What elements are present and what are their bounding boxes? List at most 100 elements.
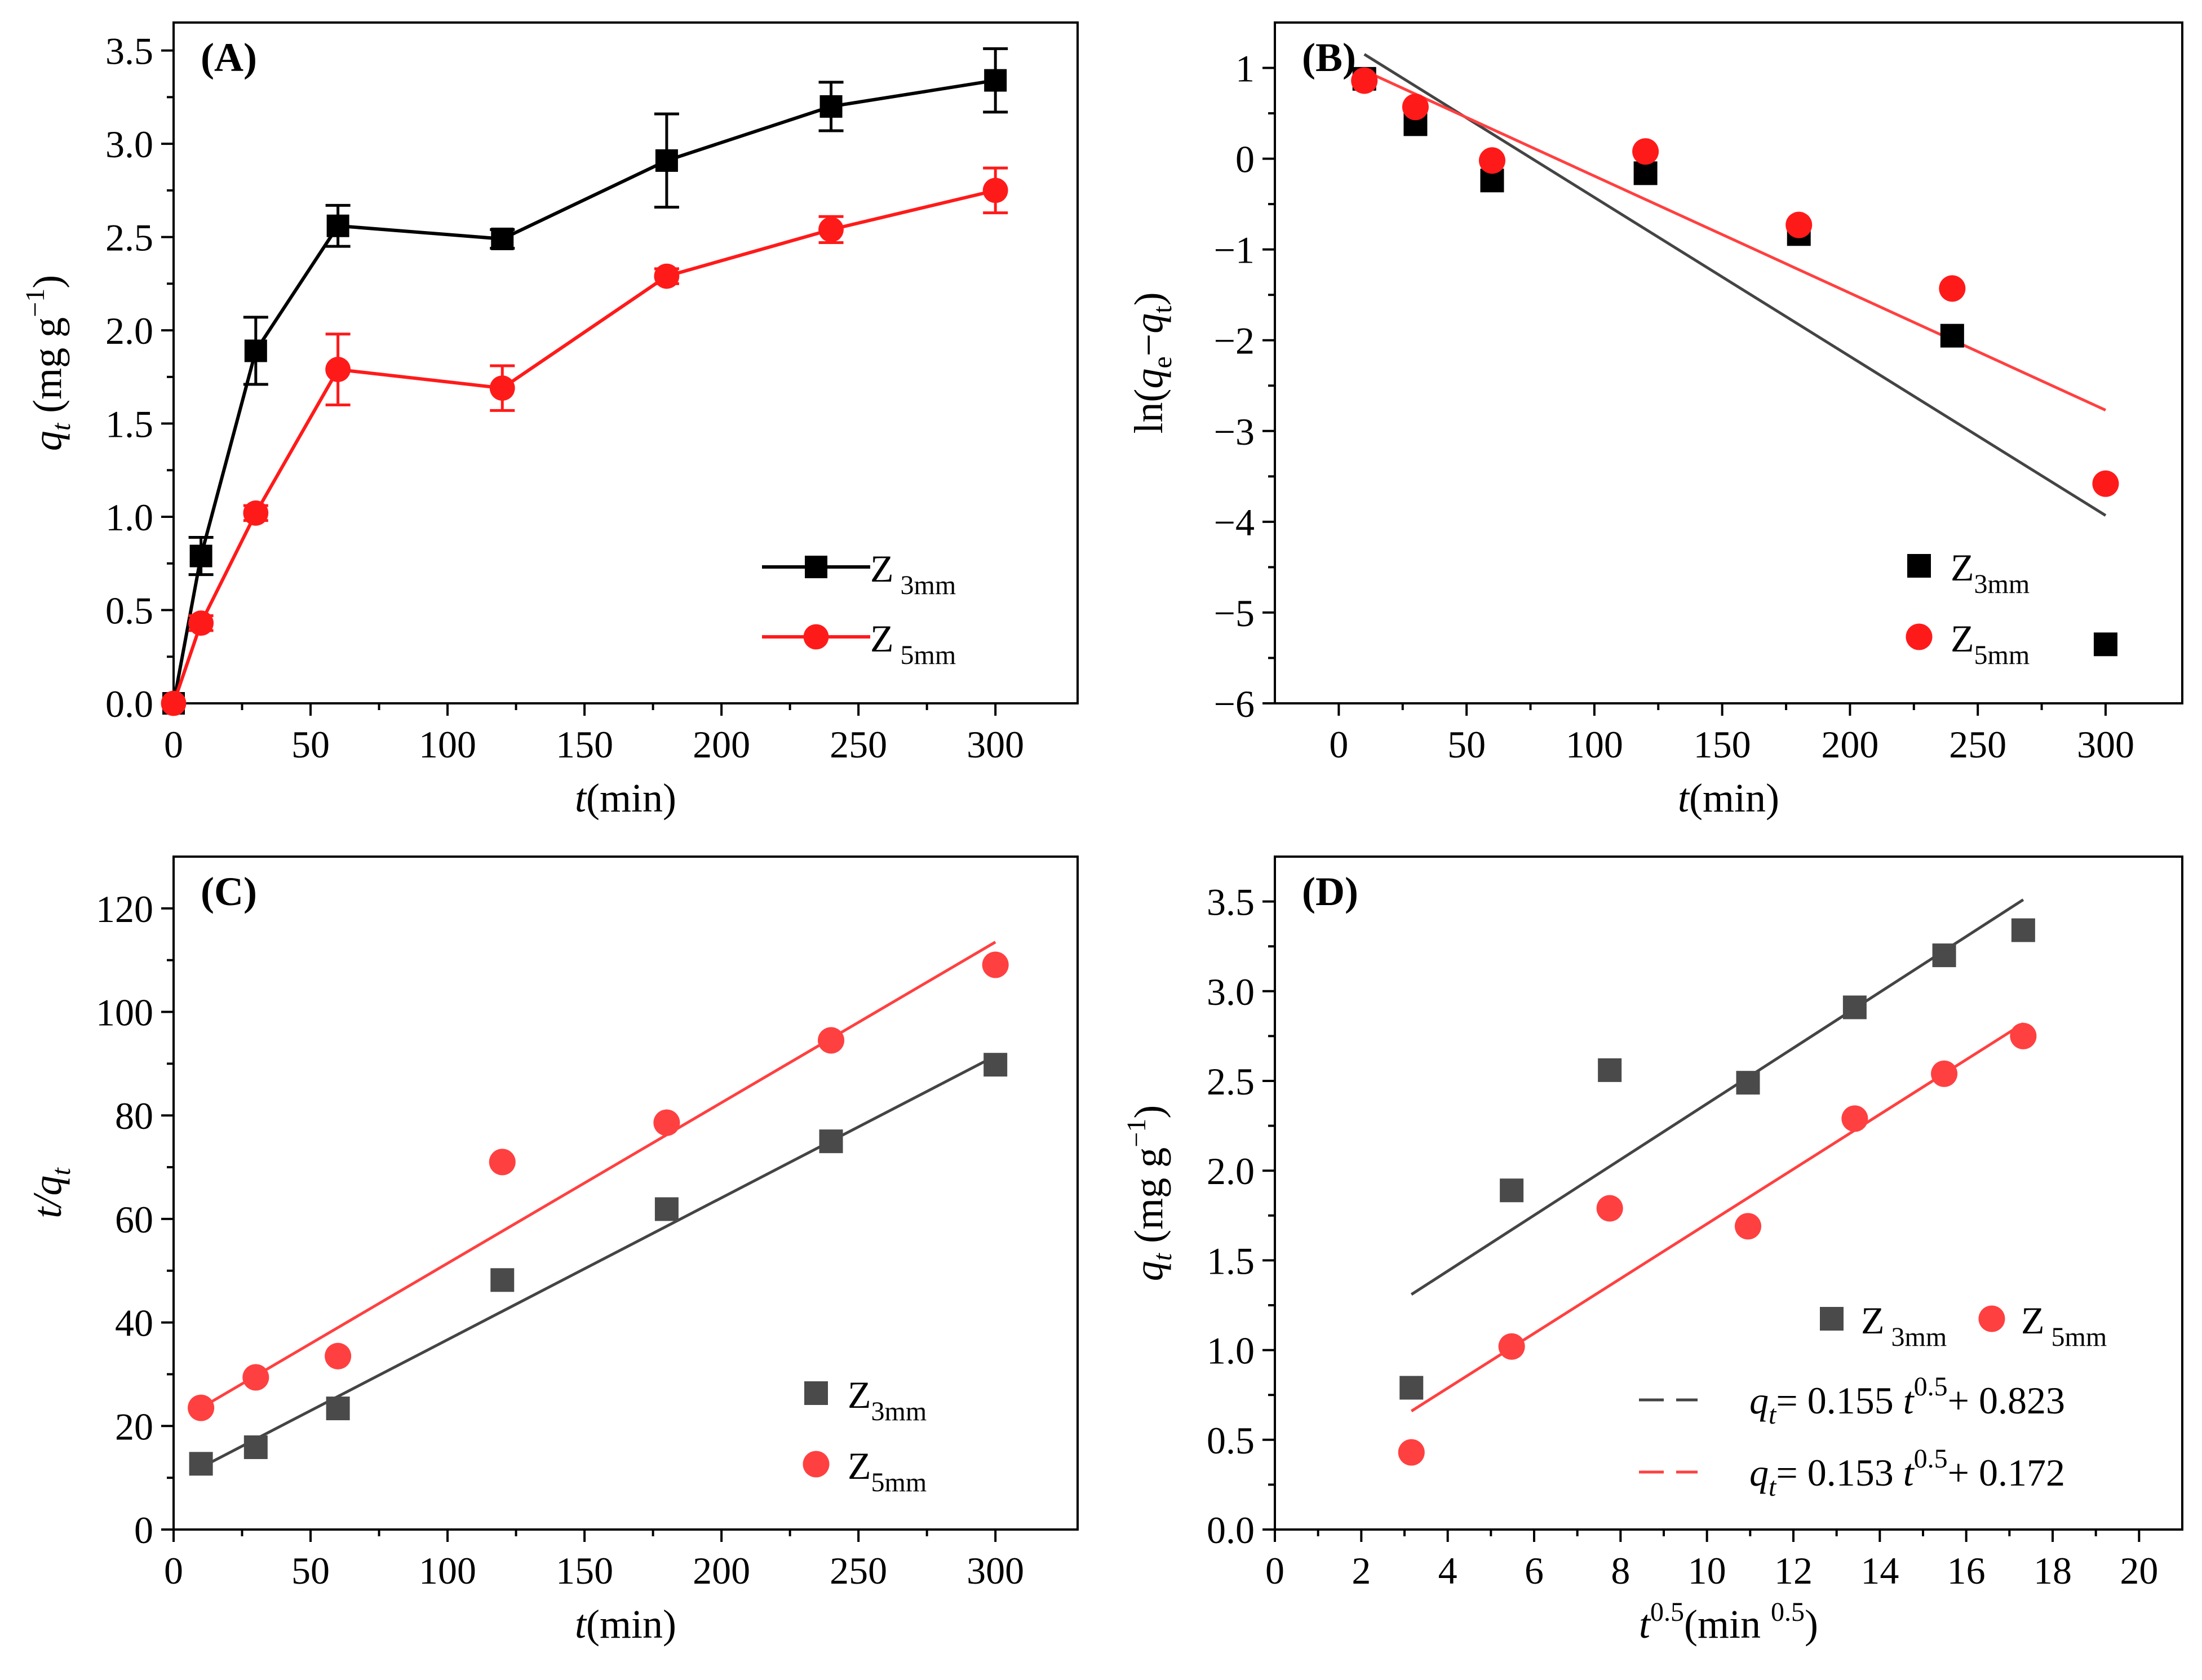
x-tick-label: 300 xyxy=(967,1549,1024,1592)
x-tick-label: 150 xyxy=(556,723,613,766)
plot-frame xyxy=(1274,21,2183,704)
y-tick-label: 100 xyxy=(96,991,153,1034)
x-tick-label: 150 xyxy=(1694,723,1751,766)
legend-label: Z5mm xyxy=(848,1444,927,1497)
data-point-z5mm xyxy=(1734,1213,1762,1240)
x-tick-label: 300 xyxy=(2077,723,2134,766)
data-point-z3mm xyxy=(1736,1071,1760,1095)
data-point-z5mm xyxy=(982,178,1008,203)
data-point-z3mm xyxy=(1940,323,1964,348)
x-tick-label: 6 xyxy=(1525,1549,1544,1592)
x-tick-label: 150 xyxy=(556,1549,613,1592)
legend-label: Z5mm xyxy=(1951,617,2030,670)
y-tick-label: −5 xyxy=(1214,592,1255,635)
plot-frame xyxy=(172,855,1079,1531)
data-point-z5mm xyxy=(243,500,269,526)
x-axis-label: t(min) xyxy=(575,775,676,821)
series-line-z3mm xyxy=(172,78,996,704)
y-tick-label: 3.5 xyxy=(1207,881,1255,924)
data-point-z3mm xyxy=(491,227,514,250)
x-tick-label: 2 xyxy=(1352,1549,1371,1592)
legend-marker xyxy=(803,624,829,650)
data-point-z3mm xyxy=(1500,1178,1524,1203)
y-axis-label: t/qt xyxy=(25,1167,76,1218)
chart-panel-A: 0 50 100 150 200 250 300 0.0 0.5 1.0 1.5 2.0 2.5 3.0 3… xyxy=(20,21,1079,821)
y-tick-label: 2.0 xyxy=(1207,1150,1255,1193)
data-point-z5mm xyxy=(654,263,680,289)
y-tick-label: 1 xyxy=(1235,47,1255,90)
data-point-z5mm xyxy=(2010,1022,2037,1049)
chart-panel-D: 0 2 4 6 8 10 12 14 16 18 20 0.0 0.5 1.0 1.5 2.0 2.5 3.0 3.… xyxy=(1122,855,2183,1647)
fit-line-z3mm xyxy=(1410,898,2024,1296)
legend-label: Z3mm xyxy=(848,1373,927,1426)
x-tick-label: 10 xyxy=(1688,1549,1726,1592)
x-tick-label: 20 xyxy=(2120,1549,2158,1592)
data-point-z3mm xyxy=(819,95,843,118)
x-tick-label: 100 xyxy=(419,723,476,766)
legend-label: Z3mm xyxy=(1951,546,2030,599)
y-tick-label: 3.0 xyxy=(1207,970,1255,1013)
data-point-z3mm xyxy=(984,69,1007,92)
data-point-z5mm xyxy=(2092,470,2119,497)
data-point-z5mm xyxy=(188,1394,215,1421)
legend-marker xyxy=(804,1381,828,1405)
chart-panel-C: 0 50 100 150 200 250 300 0 20 40 60 80 100 120 (C) t(mi… xyxy=(25,855,1079,1647)
y-axis-label: qt (mg g−1) xyxy=(20,275,76,451)
data-point-z3mm xyxy=(1842,995,1867,1019)
data-point-z5mm xyxy=(1478,147,1506,174)
legend: Z 3mm Z 5mm qt= 0.155 t0.5+ 0.823 qt= 0.153… xyxy=(1639,1299,2107,1502)
x-tick-label: 8 xyxy=(1611,1549,1630,1592)
data-point-z5mm xyxy=(325,1342,352,1369)
legend-marker xyxy=(1978,1305,2005,1332)
data-point-z3mm xyxy=(1932,943,1956,968)
x-tick-label: 100 xyxy=(1566,723,1623,766)
panel-label: (D) xyxy=(1302,869,1358,914)
y-tick-label: 0.0 xyxy=(105,682,153,725)
data-point-z5mm xyxy=(1939,275,1966,302)
chart-panel-B: 0 50 100 150 200 250 300 −6 −5 −4 −3 −2 −1 0 1 (B) t(min… xyxy=(1126,21,2183,821)
y-tick-label: 0 xyxy=(1235,138,1255,181)
y-tick-label: 60 xyxy=(115,1198,153,1241)
legend-marker xyxy=(1907,554,1931,578)
x-tick-label: 100 xyxy=(419,1549,476,1592)
x-tick-label: 16 xyxy=(1947,1549,1986,1592)
fit-line-z3mm xyxy=(1363,53,2107,517)
y-tick-label: 40 xyxy=(115,1302,153,1345)
data-point-z5mm xyxy=(1931,1060,1958,1087)
legend: Z3mm Z5mm xyxy=(1906,546,2030,670)
data-point-z3mm xyxy=(983,1053,1008,1077)
data-point-z5mm xyxy=(653,1109,680,1136)
x-axis-label: t(min) xyxy=(575,1602,676,1647)
data-point-z5mm xyxy=(1351,67,1378,94)
x-tick-label: 18 xyxy=(2033,1549,2072,1592)
legend-marker xyxy=(1906,623,1933,650)
y-tick-label: −6 xyxy=(1214,682,1255,725)
data-point-z5mm xyxy=(1841,1105,1868,1132)
legend-marker xyxy=(803,1451,830,1478)
legend-label: Z 3mm xyxy=(870,547,956,600)
data-point-z5mm xyxy=(1785,211,1813,238)
y-tick-label: 20 xyxy=(115,1405,153,1448)
data-point-z5mm xyxy=(325,357,351,382)
x-tick-label: 14 xyxy=(1860,1549,1899,1592)
y-tick-label: 120 xyxy=(96,888,153,930)
x-tick-label: 200 xyxy=(693,723,750,766)
x-tick-label: 12 xyxy=(1774,1549,1813,1592)
y-tick-label: 3.5 xyxy=(105,30,153,73)
data-point-z3mm xyxy=(326,1397,350,1421)
data-point-z5mm xyxy=(188,610,214,636)
y-tick-label: 80 xyxy=(115,1094,153,1137)
y-tick-label: 0.5 xyxy=(1207,1419,1255,1462)
data-point-z3mm xyxy=(655,149,678,172)
legend: Z 3mm Z 5mm xyxy=(762,547,956,670)
y-tick-label: 1.0 xyxy=(1207,1329,1255,1372)
x-tick-label: 0 xyxy=(164,723,183,766)
data-point-z5mm xyxy=(1398,1439,1425,1466)
x-tick-label: 50 xyxy=(1447,723,1486,766)
y-tick-label: 2.0 xyxy=(105,309,153,352)
data-point-z3mm xyxy=(244,339,267,362)
y-tick-label: 1.5 xyxy=(1207,1239,1255,1282)
data-point-z5mm xyxy=(489,375,515,401)
data-point-z5mm xyxy=(1632,138,1659,165)
data-point-z5mm xyxy=(818,216,844,242)
